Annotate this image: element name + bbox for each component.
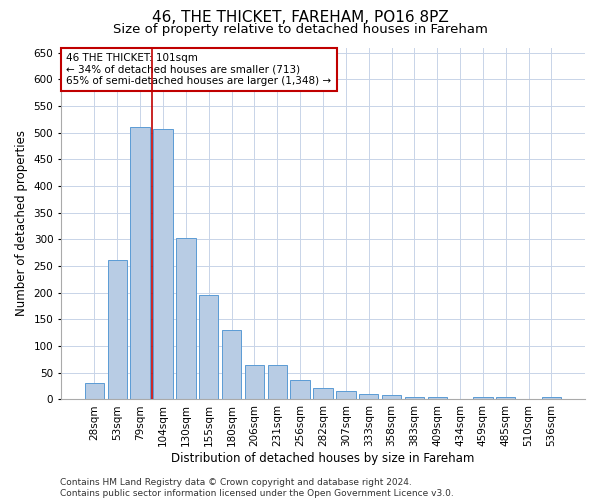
Bar — [496, 397, 515, 400]
Bar — [130, 127, 150, 400]
Bar — [473, 397, 493, 400]
Y-axis label: Number of detached properties: Number of detached properties — [15, 130, 28, 316]
Bar — [107, 260, 127, 400]
Bar — [542, 397, 561, 400]
Bar — [268, 365, 287, 400]
Bar — [176, 238, 196, 400]
Bar — [199, 295, 218, 400]
Bar — [404, 397, 424, 400]
Bar — [154, 128, 173, 400]
Bar — [313, 388, 332, 400]
Bar — [85, 384, 104, 400]
Text: 46, THE THICKET, FAREHAM, PO16 8PZ: 46, THE THICKET, FAREHAM, PO16 8PZ — [152, 10, 448, 25]
Bar — [359, 394, 379, 400]
Text: Contains HM Land Registry data © Crown copyright and database right 2024.
Contai: Contains HM Land Registry data © Crown c… — [60, 478, 454, 498]
X-axis label: Distribution of detached houses by size in Fareham: Distribution of detached houses by size … — [171, 452, 475, 465]
Bar — [222, 330, 241, 400]
Text: 46 THE THICKET: 101sqm
← 34% of detached houses are smaller (713)
65% of semi-de: 46 THE THICKET: 101sqm ← 34% of detached… — [66, 53, 331, 86]
Bar — [290, 380, 310, 400]
Bar — [382, 395, 401, 400]
Bar — [245, 365, 264, 400]
Bar — [336, 392, 356, 400]
Text: Size of property relative to detached houses in Fareham: Size of property relative to detached ho… — [113, 22, 487, 36]
Bar — [428, 397, 447, 400]
